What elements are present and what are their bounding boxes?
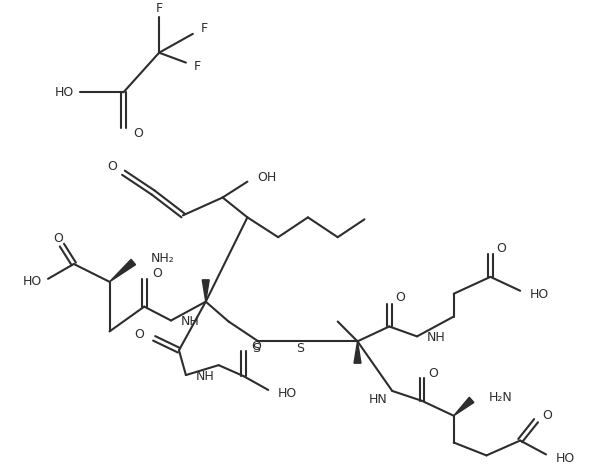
Text: S: S [252, 342, 260, 355]
Text: NH: NH [427, 331, 446, 344]
Text: O: O [152, 267, 162, 281]
Text: NH: NH [181, 315, 200, 328]
Text: O: O [542, 409, 552, 422]
Text: O: O [108, 160, 118, 173]
Text: NH: NH [196, 370, 214, 383]
Text: O: O [395, 291, 405, 304]
Text: HO: HO [530, 288, 549, 301]
Text: NH₂: NH₂ [151, 252, 175, 265]
Text: O: O [133, 127, 143, 139]
Text: O: O [428, 367, 438, 380]
Text: F: F [194, 60, 201, 73]
Text: H₂N: H₂N [488, 391, 512, 404]
Text: O: O [251, 340, 261, 353]
Text: HN: HN [368, 393, 387, 406]
Text: S: S [296, 342, 304, 355]
Polygon shape [354, 341, 361, 363]
Text: HO: HO [556, 452, 575, 465]
Polygon shape [109, 259, 135, 282]
Text: HO: HO [278, 387, 298, 400]
Text: HO: HO [55, 86, 74, 99]
Polygon shape [203, 280, 209, 302]
Polygon shape [454, 397, 474, 416]
Text: F: F [156, 1, 163, 14]
Text: O: O [53, 232, 63, 245]
Text: O: O [134, 328, 144, 341]
Text: OH: OH [257, 171, 277, 184]
Text: HO: HO [23, 275, 42, 288]
Text: F: F [201, 22, 208, 35]
Text: O: O [497, 241, 506, 254]
